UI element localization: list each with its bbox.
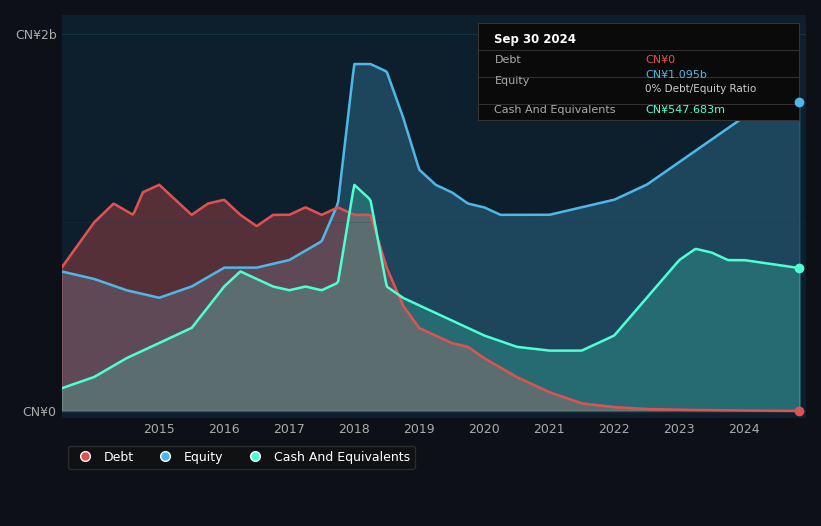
Legend: Debt, Equity, Cash And Equivalents: Debt, Equity, Cash And Equivalents xyxy=(68,446,415,469)
